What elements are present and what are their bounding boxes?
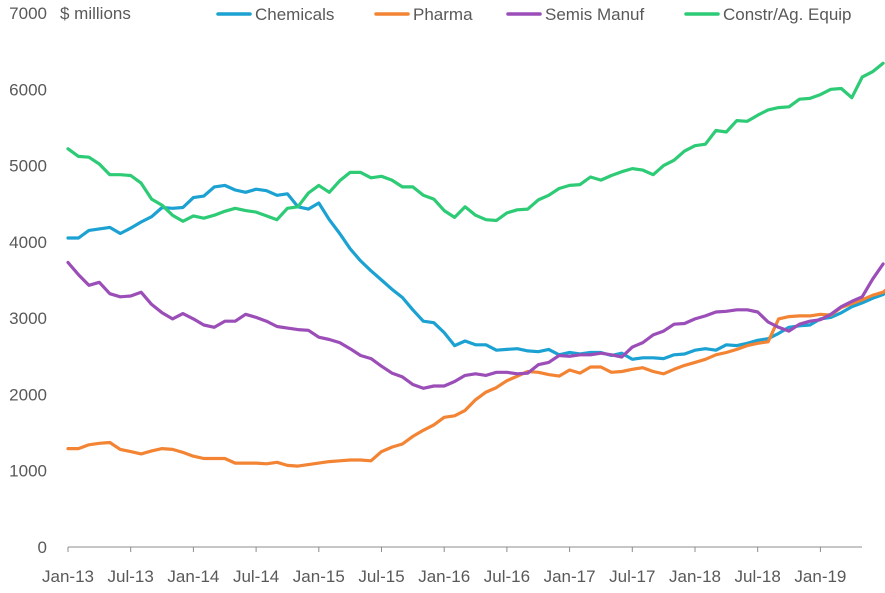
x-tick-label: Jan-13 [42, 567, 94, 586]
series-line-semis-manuf [66, 260, 885, 390]
y-tick-label: 7000 [9, 4, 47, 23]
x-tick-label: Jan-19 [794, 567, 846, 586]
legend-label-semis-manuf: Semis Manuf [545, 5, 644, 24]
x-tick-label: Jul-18 [735, 567, 781, 586]
y-tick-label: 1000 [9, 462, 47, 481]
x-tick-label: Jan-16 [418, 567, 470, 586]
x-tick-label: Jul-16 [484, 567, 530, 586]
y-tick-label: 4000 [9, 233, 47, 252]
x-tick-label: Jan-17 [544, 567, 596, 586]
y-tick-label: 5000 [9, 157, 47, 176]
x-tick-label: Jul-15 [358, 567, 404, 586]
y-tick-label: 0 [38, 538, 47, 557]
x-tick-label: Jan-15 [293, 567, 345, 586]
x-tick-label: Jul-14 [233, 567, 279, 586]
legend-label-chemicals: Chemicals [255, 5, 334, 24]
x-tick-label: Jan-18 [669, 567, 721, 586]
legend-label-pharma: Pharma [413, 5, 473, 24]
x-tick-label: Jul-13 [108, 567, 154, 586]
series-lines [66, 61, 885, 468]
y-axis-unit-label: $ millions [60, 4, 131, 23]
legend: Chemicals Pharma Semis Manuf Constr/Ag. Equ… [216, 5, 852, 24]
x-tick-label: Jan-14 [167, 567, 219, 586]
y-axis-ticks: 0 1000 2000 3000 4000 5000 6000 7000 [9, 4, 47, 557]
y-tick-label: 3000 [9, 309, 47, 328]
series-line-constr-ag-equip [66, 61, 885, 223]
legend-label-constr-ag-equip: Constr/Ag. Equip [723, 5, 852, 24]
series-line-pharma [66, 288, 885, 468]
y-tick-label: 6000 [9, 80, 47, 99]
x-axis-ticks: Jan-13 Jul-13 Jan-14 Jul-14 Jan-15 Jul-15 Jan-… [42, 547, 846, 586]
x-tick-label: Jul-17 [609, 567, 655, 586]
series-line-chemicals [66, 183, 885, 361]
y-tick-label: 2000 [9, 385, 47, 404]
